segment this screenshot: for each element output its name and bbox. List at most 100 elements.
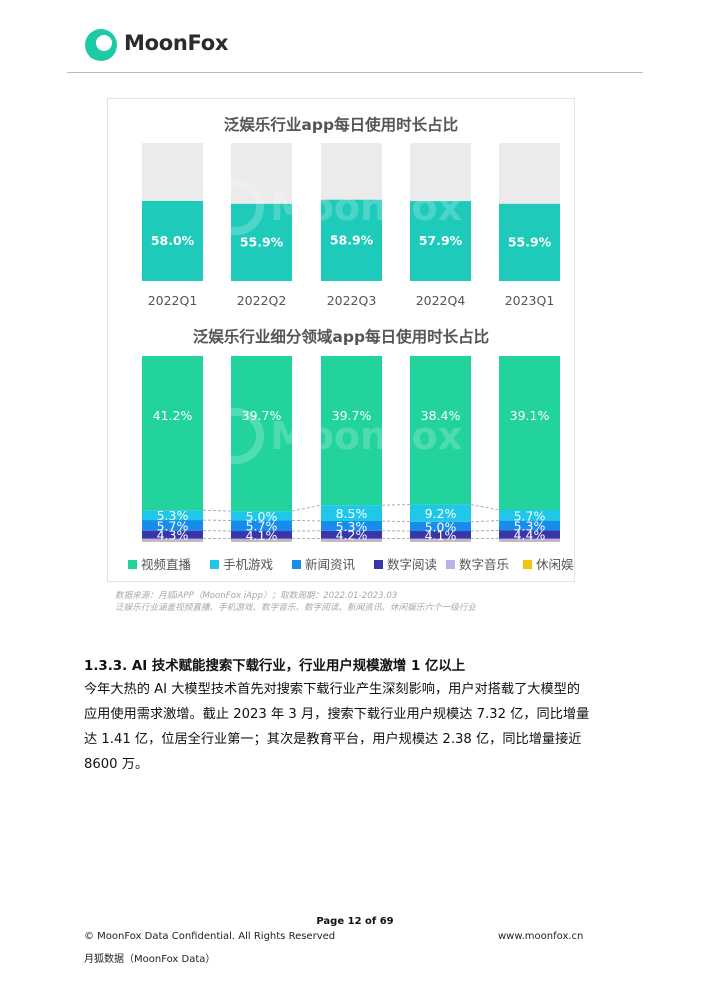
segment-value-label: 5.3% xyxy=(157,508,189,523)
stack-segment-5 xyxy=(142,538,203,542)
x-tick-label: 2022Q4 xyxy=(416,293,466,308)
segment-value-label: 39.7% xyxy=(242,408,282,423)
bar xyxy=(142,200,203,281)
x-tick-label: 2022Q1 xyxy=(148,293,198,308)
x-tick-label: 2022Q2 xyxy=(237,293,287,308)
section-paragraph: 今年大热的 AI 大模型技术首先对搜索下载行业产生深刻影响，用户对搭载了大模型的… xyxy=(84,677,634,777)
moonfox-logo: MoonFox xyxy=(84,28,244,62)
stack-segment-5 xyxy=(321,538,382,542)
legend-swatch xyxy=(446,560,455,569)
stack-segment-4 xyxy=(142,530,203,539)
bar xyxy=(410,201,471,281)
x-tick-label: 2022Q3 xyxy=(327,293,377,308)
data-source-note: 数据来源：月狐iAPP（MoonFox iApp）；取数周期：2022.01-2… xyxy=(115,590,476,614)
bar-value-label: 55.9% xyxy=(508,234,552,249)
stack-segment-5 xyxy=(410,538,471,542)
chart-figure: 泛娱乐行业app每日使用时长占比 58.0% 2022Q1 55.9% 2022Q2 58… xyxy=(107,98,575,582)
footer-copyright: © MoonFox Data Confidential. All Rights … xyxy=(84,931,336,942)
bar xyxy=(499,203,560,281)
stack-segment-3 xyxy=(499,520,560,531)
stack-segment-5 xyxy=(231,538,292,542)
paragraph-line: 达 1.41 亿，位居全行业第一；其次是教育平台，用户规模达 2.38 亿，同比… xyxy=(84,732,582,747)
x-tick-label: 2023Q1 xyxy=(505,293,555,308)
legend-label: 手机游戏 xyxy=(223,557,273,572)
stack-segment-4 xyxy=(499,530,560,539)
segment-value-label: 4.1% xyxy=(425,528,457,543)
stack-segment-1 xyxy=(142,356,203,511)
stack-segment-2 xyxy=(410,504,471,522)
stack-segment-2 xyxy=(231,511,292,521)
watermark-bottom-icon xyxy=(208,408,264,464)
stack-segment-1 xyxy=(410,356,471,505)
source-line-1: 数据来源：月狐iAPP（MoonFox iApp）；取数周期：2022.01-2… xyxy=(115,591,398,601)
stack-connector xyxy=(202,509,232,512)
stack-connector xyxy=(291,504,322,512)
page-number: Page 12 of 69 xyxy=(316,916,394,927)
segment-value-label: 39.1% xyxy=(510,408,550,423)
source-line-2: 泛娱乐行业涵盖视频直播、手机游戏、数字音乐、数字阅读、新闻资讯、休闲娱乐六个一级… xyxy=(115,603,476,613)
stack-segment-6 xyxy=(231,541,292,542)
stack-segment-6 xyxy=(142,541,203,542)
legend-label: 休闲娱乐 xyxy=(536,557,574,572)
stack-connector xyxy=(291,520,322,522)
bar-value-label: 55.9% xyxy=(240,234,284,249)
watermark-bottom: MoonFox xyxy=(270,414,462,458)
stack-segment-3 xyxy=(410,521,471,532)
segment-value-label: 4.3% xyxy=(157,528,189,543)
legend-swatch xyxy=(292,560,301,569)
stack-segment-4 xyxy=(231,531,292,539)
watermark-top: MoonFox xyxy=(270,185,462,229)
segment-value-label: 4.1% xyxy=(246,528,278,543)
segment-value-label: 39.7% xyxy=(332,408,372,423)
paragraph-line: 8600 万。 xyxy=(84,757,149,772)
brand-name: MoonFox xyxy=(124,31,229,55)
stack-connector xyxy=(381,504,411,506)
legend-swatch xyxy=(523,560,532,569)
stack-connector xyxy=(470,520,500,523)
stack-segment-1 xyxy=(231,356,292,512)
legend-swatch xyxy=(128,560,137,569)
stack-segment-6 xyxy=(321,541,382,542)
paragraph-line: 今年大热的 AI 大模型技术首先对搜索下载行业产生深刻影响，用户对搭载了大模型的 xyxy=(84,682,581,697)
segment-value-label: 5.7% xyxy=(514,508,546,523)
chart-2-title: 泛娱乐行业细分领域app每日使用时长占比 xyxy=(193,327,489,346)
stack-segment-1 xyxy=(321,356,382,506)
charts-svg: 泛娱乐行业app每日使用时长占比 58.0% 2022Q1 55.9% 2022Q2 58… xyxy=(128,115,574,572)
chart-1-title: 泛娱乐行业app每日使用时长占比 xyxy=(224,115,458,134)
stack-segment-3 xyxy=(321,520,382,531)
segment-value-label: 9.2% xyxy=(425,506,457,521)
header-divider xyxy=(67,72,643,73)
bar xyxy=(321,199,382,281)
legend-label: 数字阅读 xyxy=(387,557,437,572)
segment-value-label: 4.4% xyxy=(514,528,546,543)
segment-value-label: 4.2% xyxy=(336,528,368,543)
stack-segment-5 xyxy=(499,538,560,542)
stack-segment-6 xyxy=(499,541,560,542)
footer-website-link[interactable]: www.moonfox.cn xyxy=(498,931,584,942)
legend-swatch xyxy=(210,560,219,569)
segment-value-label: 5.0% xyxy=(425,519,457,534)
section-heading: 1.3.3. AI 技术赋能搜索下载行业，行业用户规模激增 1 亿以上 xyxy=(84,659,466,674)
footer-company: 月狐数据（MoonFox Data） xyxy=(84,954,216,965)
stack-segment-4 xyxy=(410,531,471,539)
segment-value-label: 8.5% xyxy=(336,506,368,521)
paragraph-line: 应用使用需求激增。截止 2023 年 3 月，搜索下载行业用户规模达 7.32 … xyxy=(84,707,590,722)
stack-connector xyxy=(470,504,500,511)
segment-value-label: 5.7% xyxy=(246,519,278,534)
bar-value-label: 57.9% xyxy=(419,233,463,248)
bar-value-label: 58.9% xyxy=(330,232,374,247)
stack-segment-2 xyxy=(142,510,203,521)
stack-segment-2 xyxy=(499,510,560,521)
stack-segment-3 xyxy=(231,520,292,532)
legend-swatch xyxy=(374,560,383,569)
bar-value-label: 58.0% xyxy=(151,233,195,248)
legend-label: 数字音乐 xyxy=(459,557,509,572)
segment-value-label: 5.3% xyxy=(514,519,546,534)
stack-segment-4 xyxy=(321,530,382,539)
segment-value-label: 38.4% xyxy=(421,408,461,423)
watermark-top-icon xyxy=(208,179,264,235)
stack-connector xyxy=(381,520,411,523)
stack-segment-6 xyxy=(410,541,471,542)
legend-label: 新闻资讯 xyxy=(305,557,356,572)
legend-label: 视频直播 xyxy=(141,557,192,572)
